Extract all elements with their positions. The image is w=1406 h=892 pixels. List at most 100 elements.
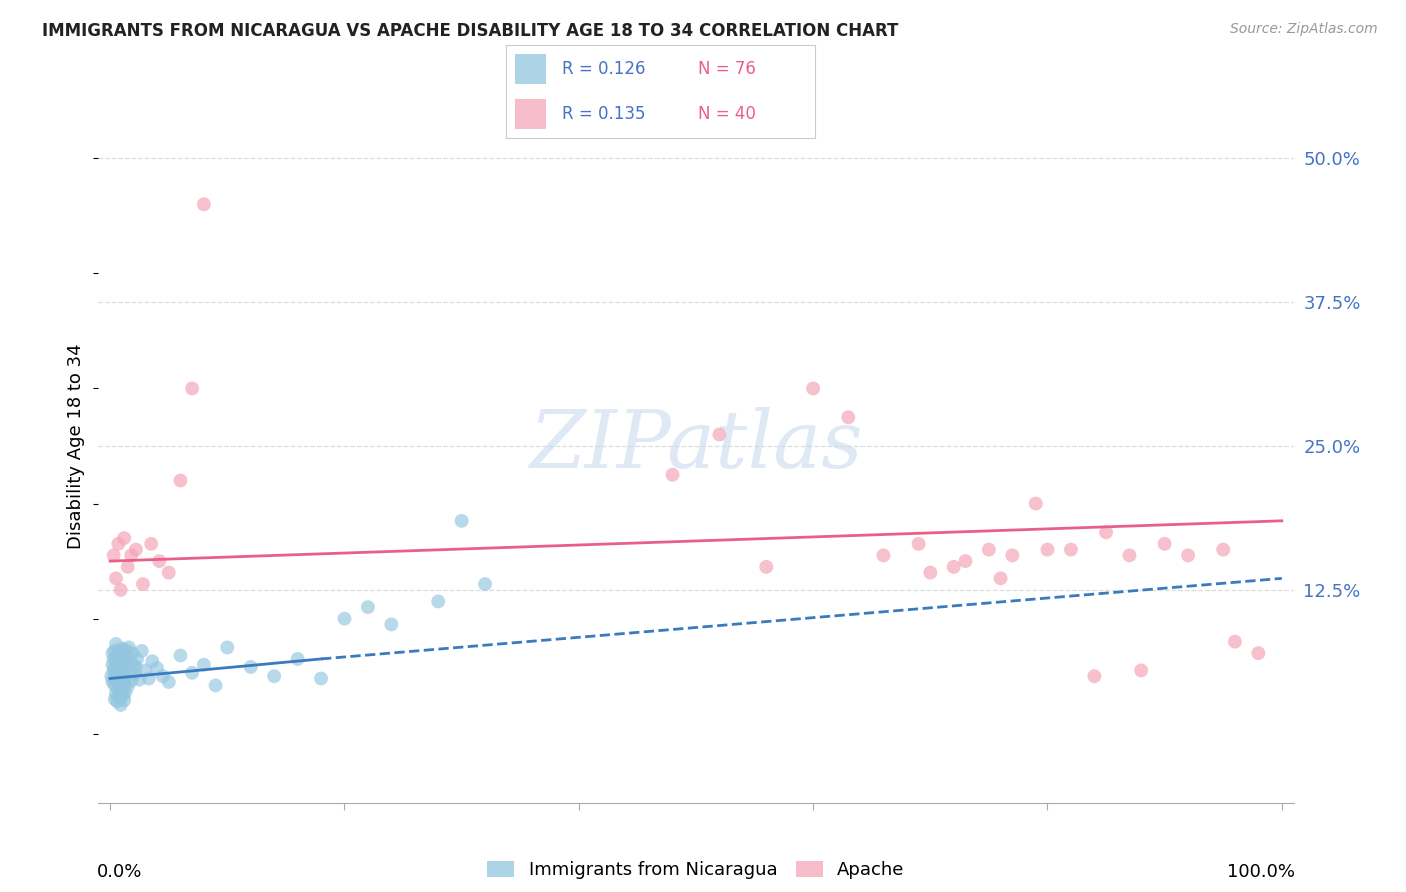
Point [112,693,135,707]
Point [1153,537,1175,551]
Point [134,664,156,678]
Point [138,672,160,686]
Point [120,549,142,563]
Point [181,665,204,680]
Point [112,668,135,682]
Point [801,381,824,395]
Point [100,669,122,683]
Point [101,657,124,672]
Text: N = 40: N = 40 [697,105,756,123]
Point [101,675,124,690]
Point [111,662,134,676]
Point [920,566,942,580]
Point [955,554,977,568]
Text: ZIPatlas: ZIPatlas [529,408,863,484]
Point [114,672,136,686]
Point [104,678,127,692]
Point [380,617,402,632]
Point [450,514,472,528]
Point [120,665,142,679]
Point [107,537,129,551]
Point [104,692,127,706]
Point [108,645,131,659]
Point [127,652,149,666]
Point [181,381,204,395]
Point [103,652,125,666]
Point [110,650,132,665]
Point [474,577,496,591]
Point [105,665,128,680]
Point [111,641,134,656]
Point [107,683,129,698]
Point [709,427,731,442]
Point [1212,542,1234,557]
Text: 0.0%: 0.0% [97,863,142,881]
Point [120,673,142,688]
Point [152,669,174,683]
Point [169,474,191,488]
Point [118,640,141,655]
Point [1095,525,1118,540]
Point [114,685,136,699]
Point [357,600,380,615]
Point [1025,497,1047,511]
Point [1036,542,1059,557]
Point [115,658,138,673]
Point [107,656,129,670]
Point [1083,669,1105,683]
Point [110,582,132,597]
Point [105,571,128,585]
Point [121,646,143,660]
Point [128,673,150,687]
Point [193,657,215,672]
Point [105,666,128,681]
Point [204,678,226,692]
Point [907,537,929,551]
Point [105,686,128,700]
Point [110,670,132,684]
Text: R = 0.126: R = 0.126 [562,60,645,78]
Point [157,675,180,690]
Point [114,642,136,657]
Point [837,410,859,425]
Point [117,649,139,664]
Point [104,660,127,674]
Point [661,467,683,482]
Point [193,197,215,211]
Point [105,648,128,663]
Point [990,571,1012,585]
Point [131,644,153,658]
Point [1247,646,1270,660]
Point [105,694,128,708]
Point [125,542,148,557]
Bar [516,99,547,129]
Point [108,690,131,704]
Point [112,689,135,703]
Point [287,652,309,666]
Point [1001,549,1024,563]
Point [157,566,180,580]
Point [217,640,239,655]
Point [977,542,1000,557]
Point [112,531,135,545]
Point [427,594,450,608]
Point [942,559,965,574]
Bar [516,54,547,84]
Point [333,612,356,626]
Point [1060,542,1083,557]
Point [141,537,163,551]
Point [101,646,124,660]
Y-axis label: Disability Age 18 to 34: Disability Age 18 to 34 [67,343,86,549]
Point [103,664,125,678]
Point [309,672,332,686]
Text: N = 76: N = 76 [697,60,756,78]
Point [124,666,146,681]
Point [141,654,163,668]
Point [1223,634,1246,648]
Point [122,657,145,672]
Point [105,637,128,651]
Point [111,681,134,695]
Point [104,644,127,658]
Point [148,554,170,568]
Point [1130,664,1153,678]
